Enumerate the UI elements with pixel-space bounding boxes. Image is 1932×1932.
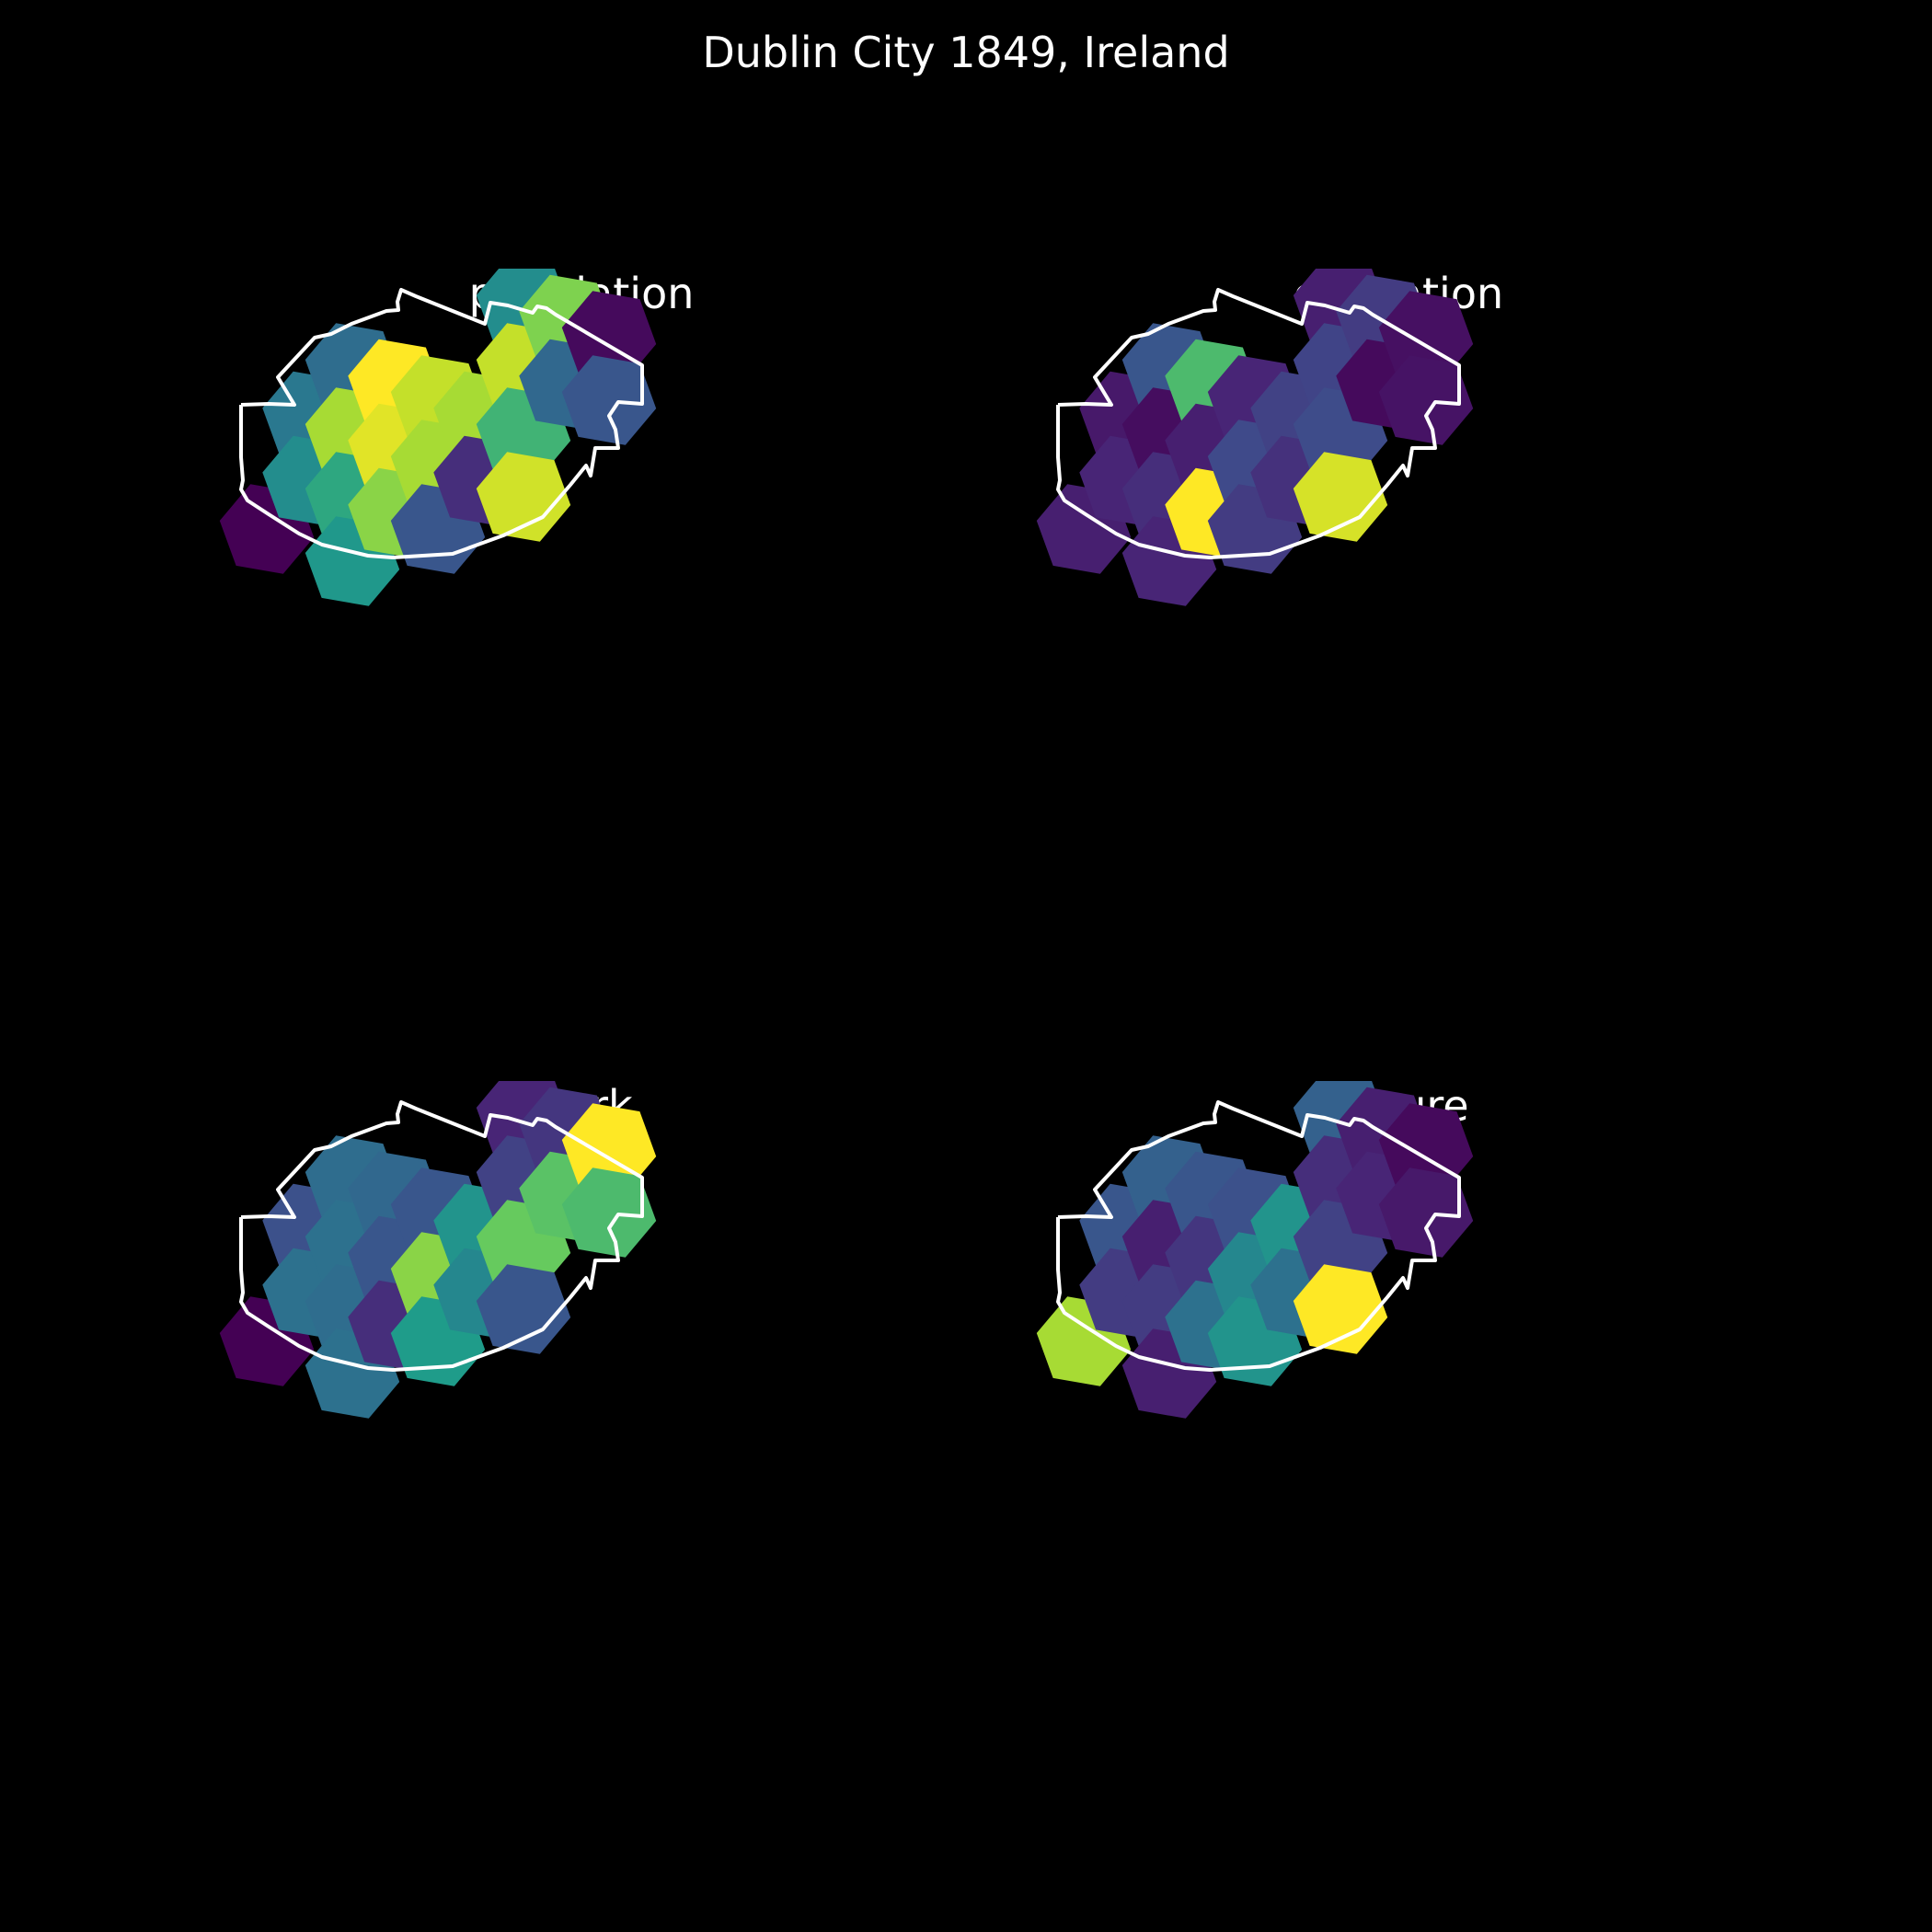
figure-title: Dublin City 1849, Ireland [702,28,1230,77]
panel-leisure: leisure [1030,1081,1766,1725]
city-boundary [239,1100,644,1372]
hex-cell [1293,452,1388,542]
hex-map-education [1036,269,1474,606]
panel-work: work [213,1081,949,1725]
city-boundary [1056,1100,1461,1372]
hex-cells [1036,269,1474,606]
panel-education: education [1030,269,1766,913]
hex-cell [561,355,657,445]
hex-cell [561,1167,657,1258]
panel-population: population [213,269,949,913]
hex-cell [1378,355,1474,445]
city-boundary [239,288,644,559]
city-boundary [1056,288,1461,559]
hex-map-population [219,269,657,606]
hex-cell [476,452,571,542]
hex-cells [1036,1081,1474,1419]
hex-cell [1293,1264,1388,1354]
hex-cell [476,1264,571,1354]
hex-map-leisure [1036,1081,1474,1419]
hex-cell [1378,1167,1474,1258]
hex-map-work [219,1081,657,1419]
